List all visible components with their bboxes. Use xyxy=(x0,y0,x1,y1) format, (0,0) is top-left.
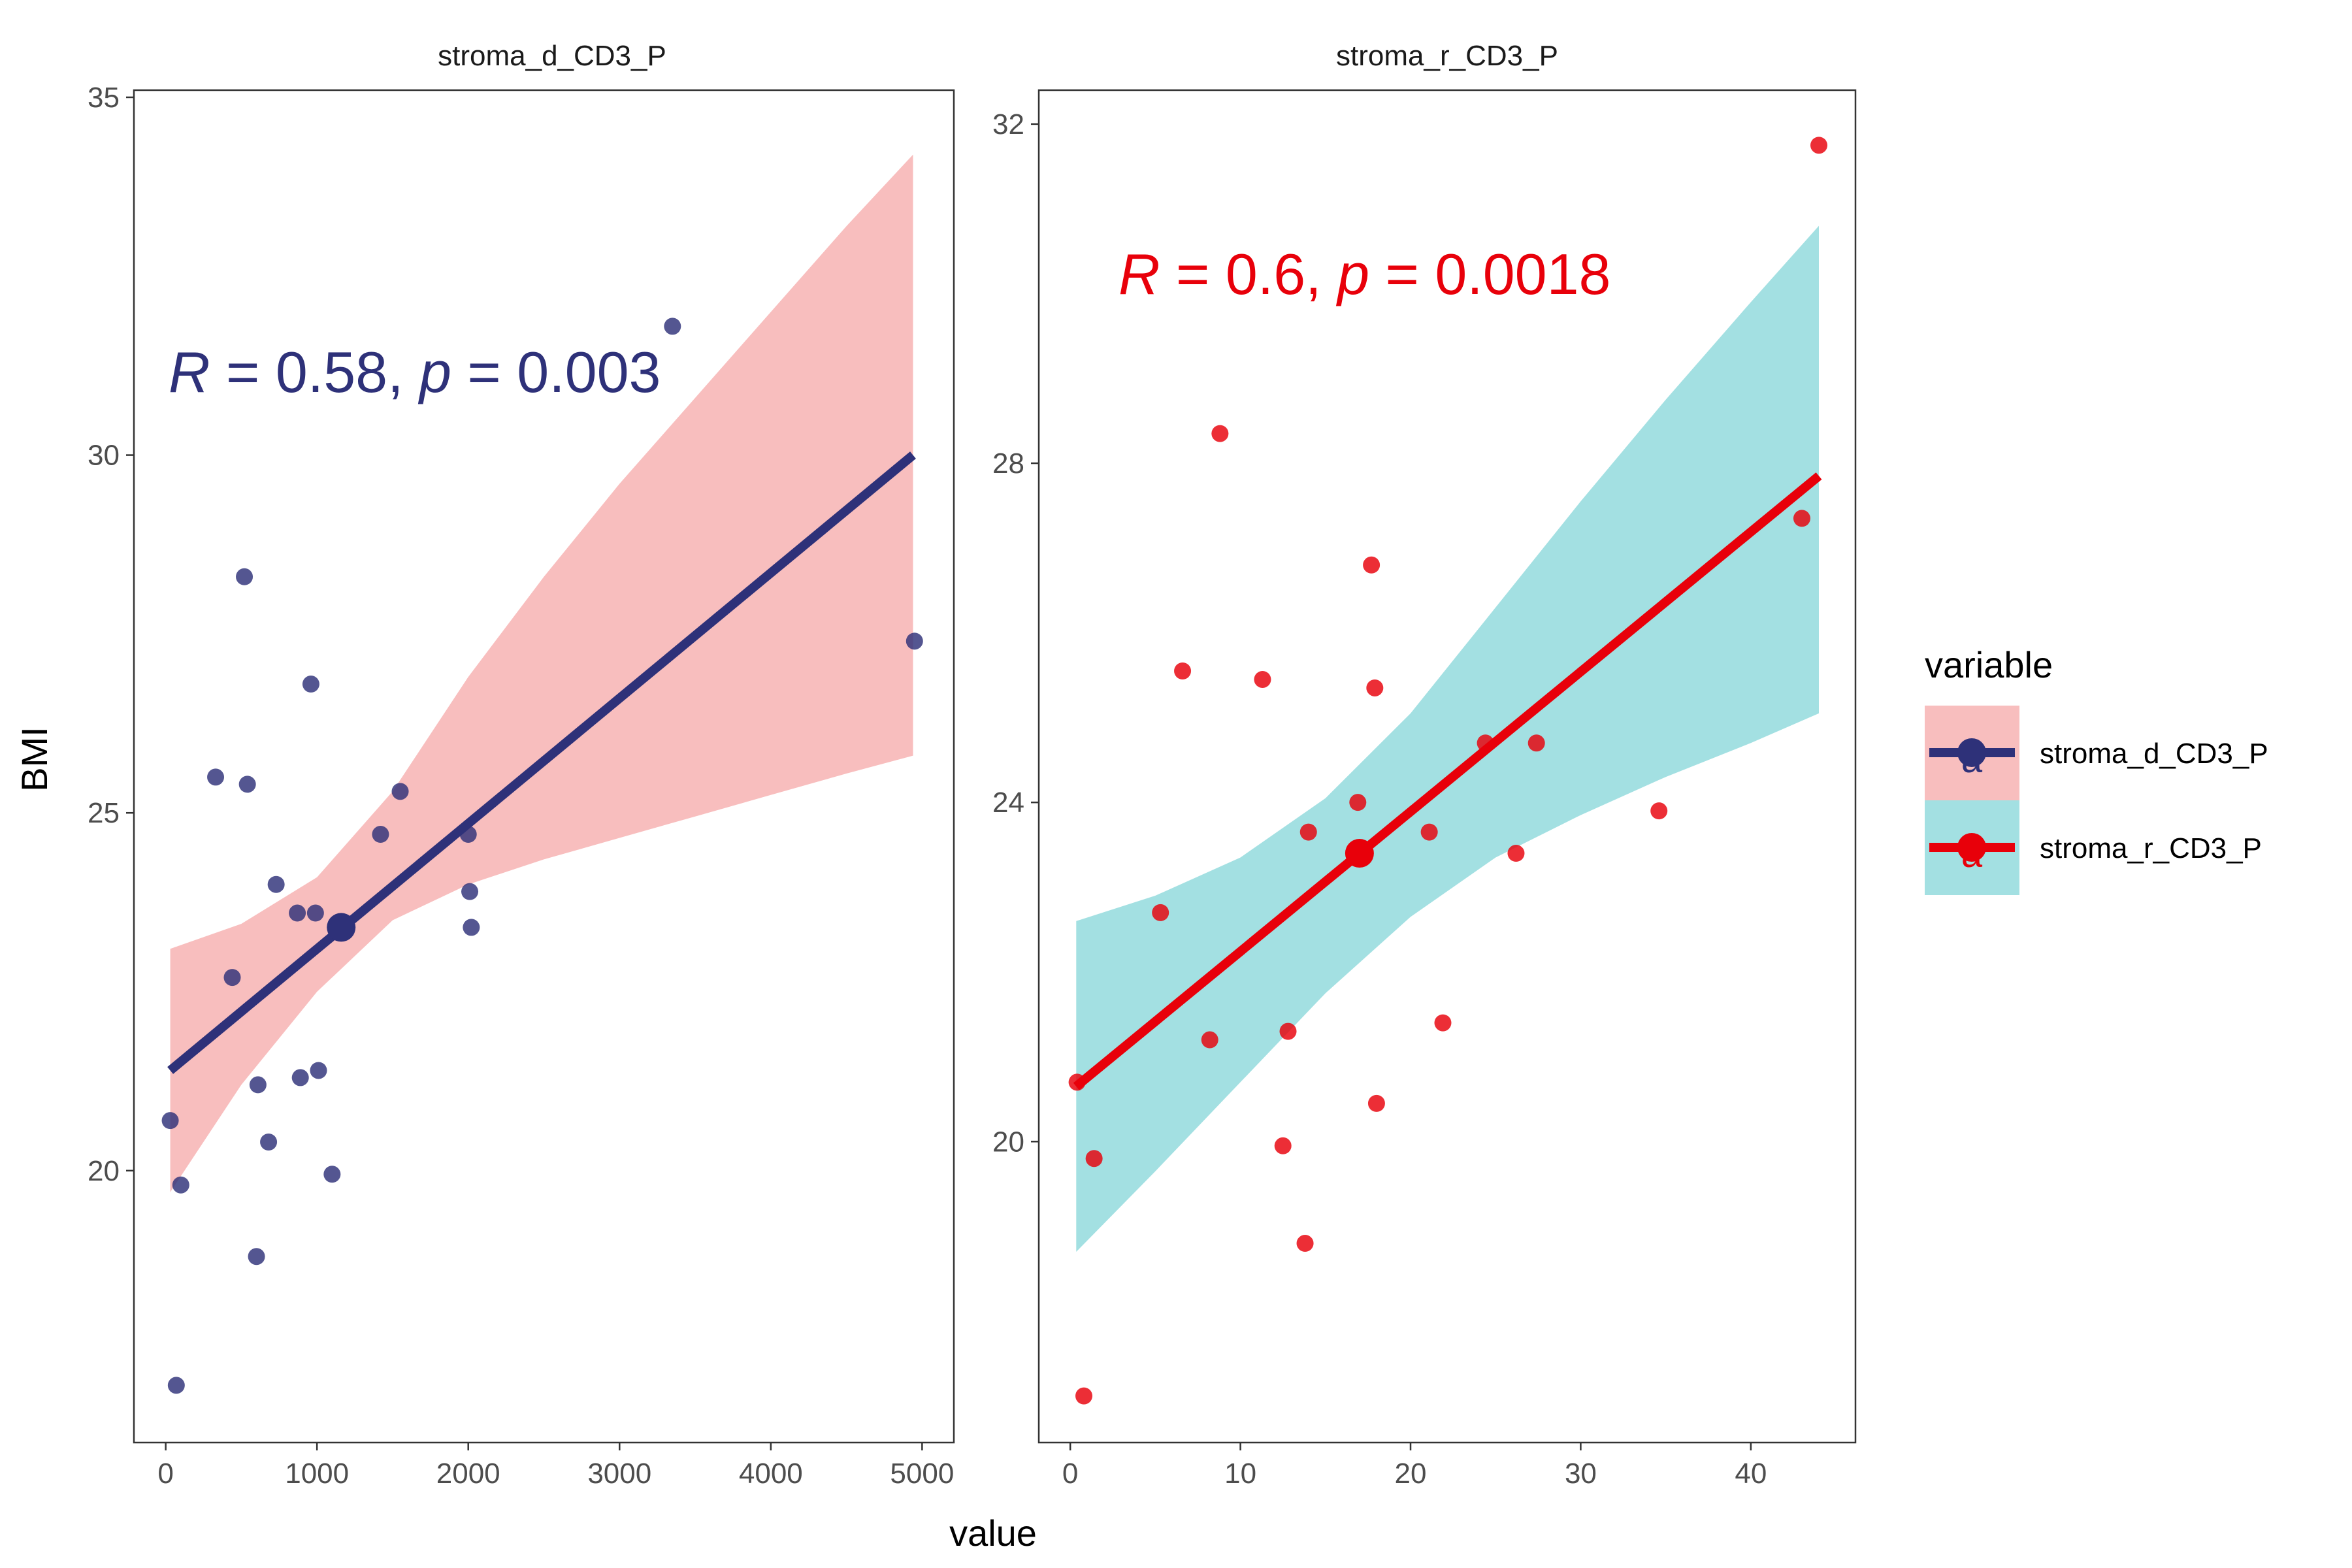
data-point-stroma-d xyxy=(260,1134,278,1151)
y-tick-label-stroma-d: 25 xyxy=(88,797,120,829)
data-point-stroma-d xyxy=(289,904,306,922)
annotation-value: = 0.003 xyxy=(451,340,661,404)
data-point-stroma-r xyxy=(1507,845,1525,862)
regression-line-stroma-d xyxy=(167,451,916,1074)
annotation-value: = 0.0018 xyxy=(1369,242,1610,306)
panel-title-stroma-d: stroma_d_CD3_P xyxy=(438,40,666,72)
data-point-stroma-r xyxy=(1299,823,1317,841)
data-point-stroma-d xyxy=(236,568,253,585)
x-tick-label-stroma-d: 0 xyxy=(157,1458,173,1490)
legend-title: variable xyxy=(1925,644,2053,685)
x-tick-label-stroma-r: 10 xyxy=(1224,1458,1256,1490)
y-tick-label-stroma-r: 28 xyxy=(992,448,1024,480)
data-point-stroma-r xyxy=(1366,679,1384,696)
data-point-stroma-r xyxy=(1211,425,1229,442)
data-point-stroma-r xyxy=(1793,510,1810,527)
y-tick-label-stroma-r: 24 xyxy=(992,787,1024,819)
x-tick-label-stroma-r: 20 xyxy=(1395,1458,1427,1490)
data-point-stroma-r xyxy=(1075,1387,1093,1405)
data-point-stroma-d xyxy=(302,676,319,693)
data-point-stroma-r xyxy=(1174,662,1192,679)
data-point-stroma-r xyxy=(1201,1031,1218,1049)
y-tick-label-stroma-d: 20 xyxy=(88,1155,120,1187)
data-point-stroma-d xyxy=(238,776,256,793)
data-point-stroma-d xyxy=(267,875,285,893)
panel-title-stroma-r: stroma_r_CD3_P xyxy=(1336,40,1558,72)
data-point-stroma-d xyxy=(249,1076,267,1094)
x-tick-label-stroma-d: 5000 xyxy=(890,1458,954,1490)
data-point-stroma-r xyxy=(1296,1235,1314,1252)
panel-stroma-d: stroma_d_CD3_P 20 25 30 35 0 1000 2000 3000 4000… xyxy=(88,40,955,1490)
x-tick-label-stroma-d: 2000 xyxy=(436,1458,500,1490)
data-point-stroma-d xyxy=(323,1166,341,1183)
data-point-stroma-d xyxy=(372,826,389,843)
data-point-stroma-d xyxy=(461,883,479,900)
data-point-stroma-r xyxy=(1367,1094,1385,1112)
data-point-stroma-r xyxy=(1650,802,1668,820)
data-point-stroma-d xyxy=(248,1248,265,1266)
legend-key-point-stroma-d xyxy=(1957,738,1986,767)
data-point-stroma-r xyxy=(1279,1022,1297,1040)
data-point-stroma-d xyxy=(664,318,681,335)
confidence-band-stroma-r xyxy=(1076,225,1819,1252)
data-point-stroma-d xyxy=(906,632,923,650)
panel-border-stroma-d xyxy=(133,89,955,1444)
x-tick-label-stroma-r: 0 xyxy=(1062,1458,1078,1490)
data-point-stroma-d xyxy=(172,1176,189,1194)
y-tick-label-stroma-d: 30 xyxy=(88,440,120,472)
legend-label-stroma-d: stroma_d_CD3_P xyxy=(2040,738,2268,770)
annotation-symbol: p xyxy=(1335,242,1369,306)
legend-label-stroma-r: stroma_r_CD3_P xyxy=(2040,832,2262,864)
data-point-stroma-d xyxy=(463,919,480,936)
data-point-stroma-r xyxy=(1363,556,1380,574)
legend-item-stroma-r: a stroma_r_CD3_P xyxy=(1925,800,2262,895)
correlation-annotation-stroma-r: R = 0.6, p = 0.0018 xyxy=(1119,242,1611,306)
data-point-stroma-d xyxy=(291,1069,309,1086)
legend-key-point-stroma-r xyxy=(1957,833,1986,862)
data-point-stroma-d xyxy=(223,969,241,987)
annotation-symbol: R xyxy=(1119,242,1160,306)
data-point-stroma-d xyxy=(161,1112,179,1130)
annotation-symbol: p xyxy=(417,340,451,404)
data-point-stroma-d xyxy=(306,904,324,922)
x-tick-label-stroma-r: 40 xyxy=(1735,1458,1767,1490)
data-point-stroma-r xyxy=(1810,137,1828,154)
data-point-stroma-d xyxy=(207,768,225,786)
y-tick-label-stroma-d: 35 xyxy=(88,82,120,114)
data-point-stroma-r xyxy=(1085,1150,1103,1168)
y-tick-label-stroma-r: 32 xyxy=(992,108,1024,140)
confidence-band-stroma-d xyxy=(170,154,913,1192)
annotation-symbol: R xyxy=(169,340,210,404)
regression-line-stroma-r xyxy=(1073,472,1822,1090)
data-point-stroma-r xyxy=(1152,904,1169,921)
panel-border-stroma-r xyxy=(1037,89,1857,1444)
data-point-stroma-d xyxy=(167,1377,185,1394)
panel-stroma-r: stroma_r_CD3_P 20 24 28 32 0 10 20 30 40 R = 0.6,… xyxy=(992,40,1857,1490)
y-tick-label-stroma-r: 20 xyxy=(992,1126,1024,1158)
correlation-annotation-stroma-d: R = 0.58, p = 0.003 xyxy=(169,340,661,404)
x-tick-label-stroma-d: 4000 xyxy=(739,1458,803,1490)
data-point-stroma-d xyxy=(391,783,409,800)
x-tick-label-stroma-r: 30 xyxy=(1565,1458,1597,1490)
x-tick-label-stroma-d: 3000 xyxy=(587,1458,651,1490)
data-point-stroma-r xyxy=(1527,734,1545,752)
mean-point-stroma-d xyxy=(327,913,356,942)
annotation-value: = 0.6, xyxy=(1160,242,1338,306)
data-point-stroma-r xyxy=(1349,794,1367,811)
data-point-stroma-d xyxy=(310,1062,327,1079)
legend: variable a stroma_d_CD3_P a stroma_r_CD3… xyxy=(1925,644,2268,895)
annotation-value: = 0.58, xyxy=(210,340,419,404)
legend-item-stroma-d: a stroma_d_CD3_P xyxy=(1925,706,2268,800)
x-axis-title: value xyxy=(949,1512,1037,1554)
data-point-stroma-r xyxy=(1254,670,1271,688)
mean-point-stroma-r xyxy=(1345,839,1374,868)
x-tick-label-stroma-d: 1000 xyxy=(285,1458,349,1490)
data-point-stroma-r xyxy=(1434,1014,1452,1032)
data-point-stroma-r xyxy=(1420,823,1438,841)
data-point-stroma-r xyxy=(1274,1137,1292,1154)
y-axis-title: BMI xyxy=(14,727,55,792)
